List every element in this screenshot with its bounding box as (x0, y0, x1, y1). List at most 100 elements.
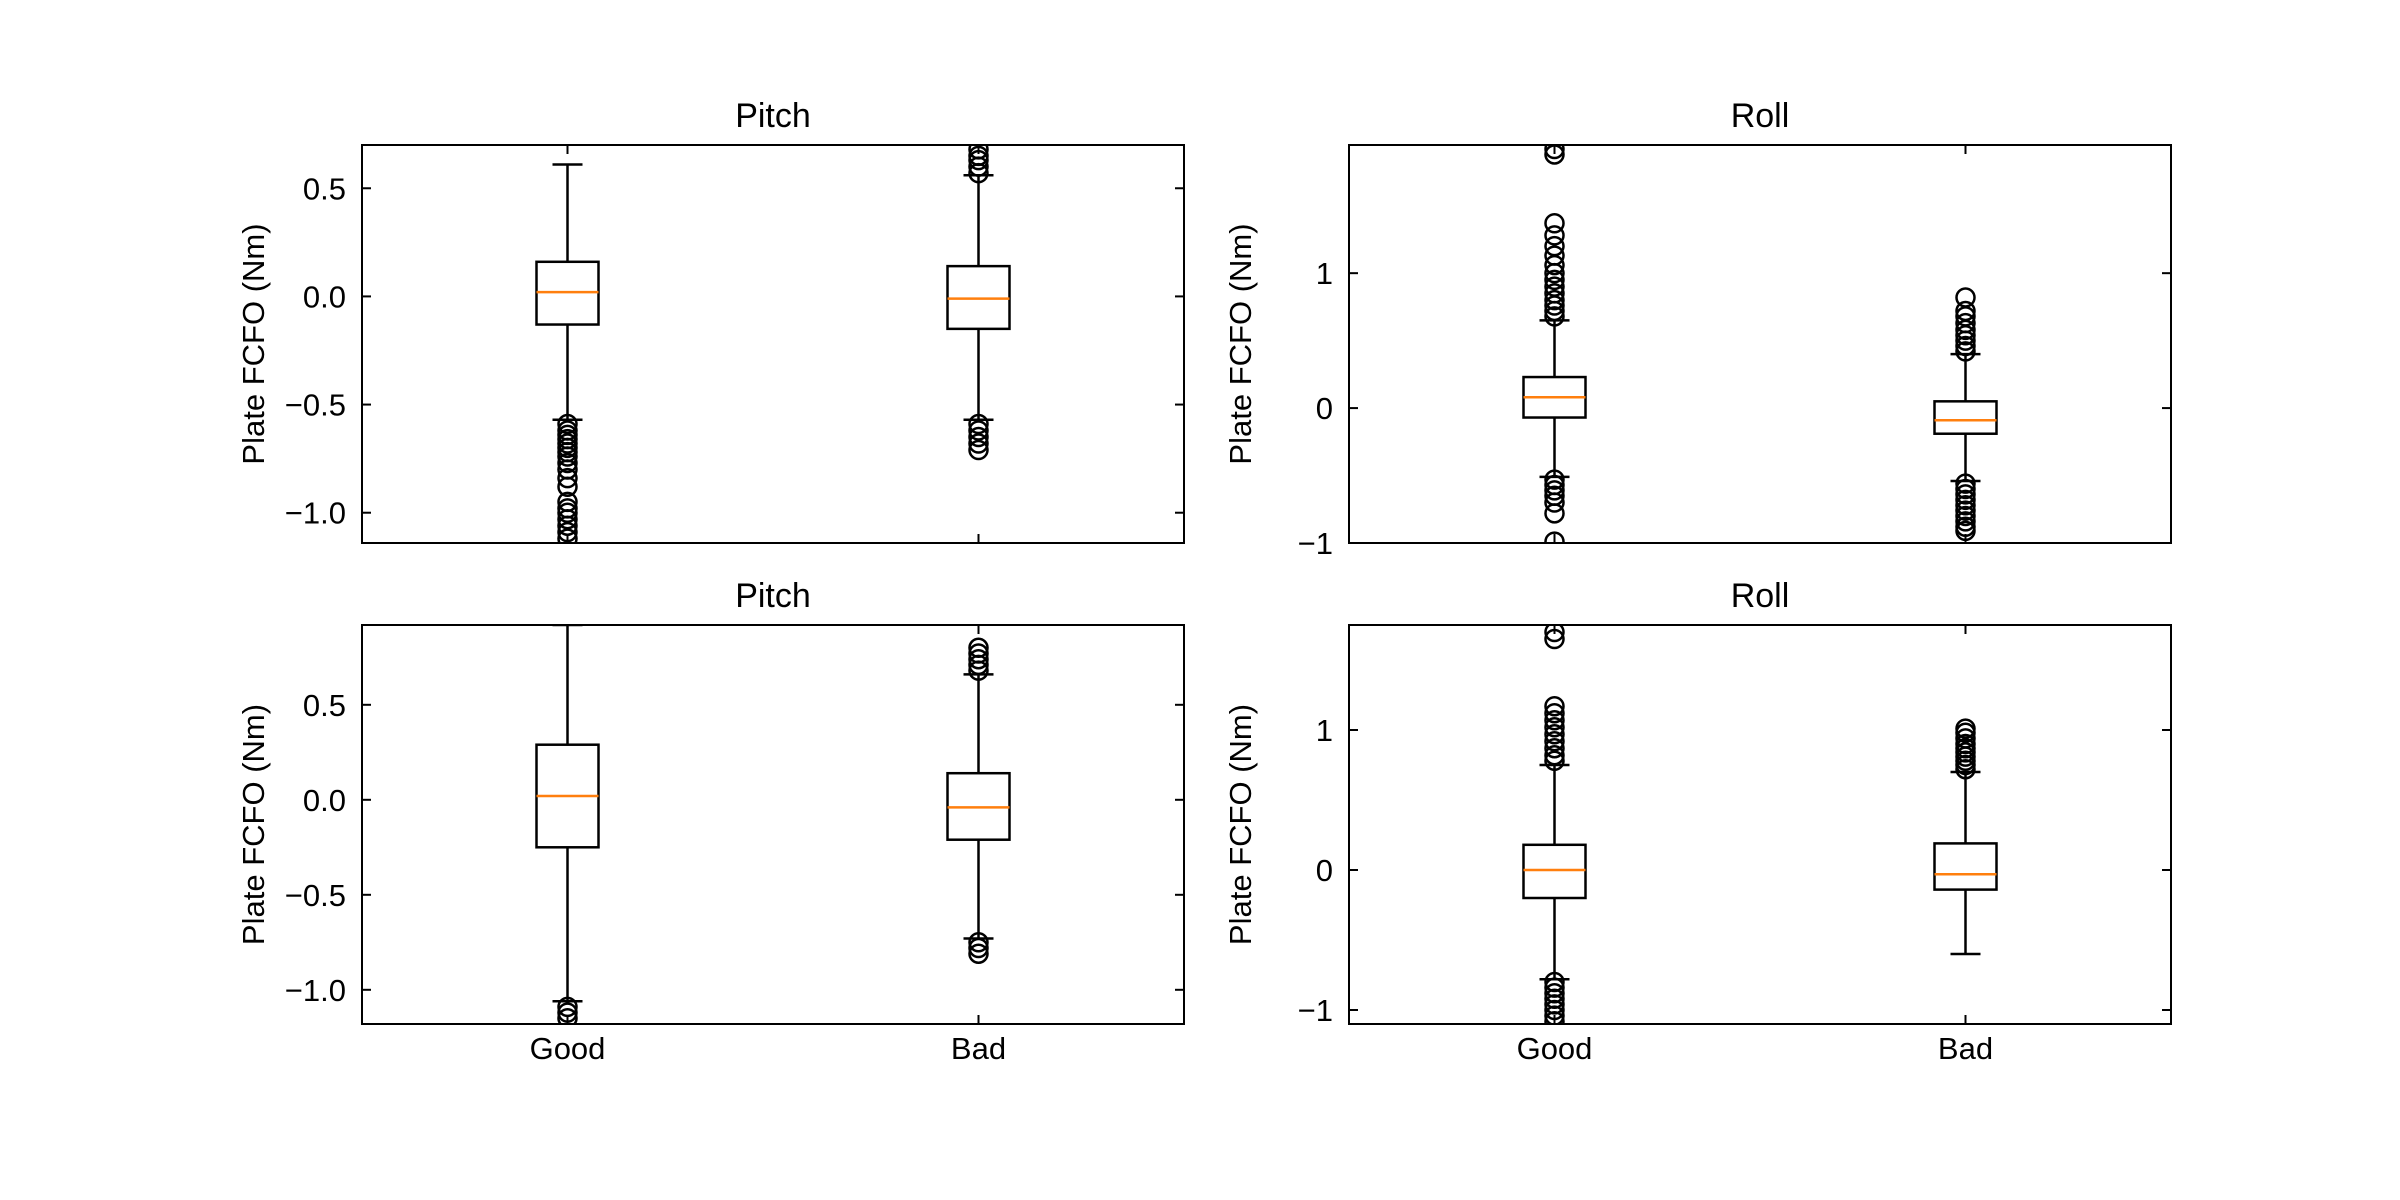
flier-bad (1955, 484, 1976, 505)
flier-good (557, 508, 578, 530)
box-bad (1933, 842, 1998, 891)
flier-good (1544, 730, 1565, 752)
flier-bad (968, 937, 989, 959)
box-good (1522, 843, 1587, 900)
x-tick-label-bad: Bad (1938, 1031, 1993, 1066)
flier-good (1544, 225, 1565, 246)
flier-bad (1955, 728, 1976, 749)
flier-good (1544, 723, 1565, 745)
flier-good (557, 1008, 578, 1024)
y-axis-label: Plate FCFO (Nm) (1223, 704, 1258, 945)
flier-bad (1955, 300, 1976, 322)
axes-frame (361, 144, 1185, 544)
flier-good (1544, 492, 1565, 513)
y-tick-label: 1 (1316, 713, 1333, 748)
y-axis-label: Plate FCFO (Nm) (1223, 223, 1258, 464)
y-tick-label: −1 (1298, 526, 1333, 561)
y-tick-label: 0 (1316, 391, 1333, 426)
flier-bad (1955, 489, 1976, 511)
y-tick-label: −0.5 (285, 388, 346, 423)
flier-good (557, 515, 578, 536)
plot-area (1522, 145, 1998, 543)
flier-bad (968, 643, 989, 664)
flier-bad (968, 413, 989, 435)
flier-good (1544, 245, 1565, 266)
flier-bad (968, 637, 989, 659)
y-tick-label: 0.0 (303, 783, 346, 818)
flier-bad (1955, 520, 1976, 542)
y-tick-label: −1 (1298, 993, 1333, 1028)
axes-frame (361, 624, 1185, 1025)
y-tick-label: 0.5 (303, 171, 346, 206)
flier-bad (968, 433, 989, 454)
subplot-1: Pitch Plate FCFO (Nm) 0.5 0.0 −0.5 −1.0 (236, 97, 1185, 544)
flier-good (1544, 276, 1565, 297)
flier-good (557, 521, 578, 543)
flier-good (1544, 716, 1565, 738)
flier-good (1544, 469, 1565, 490)
flier-bad (1955, 312, 1976, 334)
y-axis-label: Plate FCFO (Nm) (236, 223, 271, 464)
flier-good (557, 452, 578, 474)
flier-bad (1955, 478, 1976, 500)
flier-bad (1955, 511, 1976, 532)
y-tick-label: −0.5 (285, 878, 346, 913)
box-bad (1933, 400, 1998, 435)
flier-bad (1955, 341, 1976, 362)
flier-bad (1955, 287, 1976, 308)
flier-good (557, 467, 578, 489)
subplot-title: Pitch (735, 577, 811, 615)
flier-bad (1955, 500, 1976, 521)
y-tick-label: 1 (1316, 256, 1333, 291)
plot-area (535, 625, 1011, 1024)
flier-bad (1955, 733, 1976, 755)
flier-good (1544, 625, 1565, 643)
subplot-title: Pitch (735, 97, 811, 135)
flier-bad (968, 426, 989, 448)
flier-good (1544, 235, 1565, 257)
y-tick-label: 0.5 (303, 688, 346, 723)
flier-good (1544, 744, 1565, 766)
flier-bad (1955, 505, 1976, 527)
y-tick-label: 0.0 (303, 279, 346, 314)
flier-good (1544, 213, 1565, 234)
flier-good (1544, 531, 1565, 543)
flier-good (1544, 145, 1565, 160)
flier-good (1544, 628, 1565, 650)
flier-good (1544, 269, 1565, 291)
flier-bad (1955, 494, 1976, 516)
flier-good (557, 502, 578, 523)
subplot-title: Roll (1731, 577, 1790, 615)
flier-good (1544, 695, 1565, 717)
x-tick-label-bad: Bad (951, 1031, 1006, 1066)
flier-good (1544, 503, 1565, 524)
flier-good (557, 413, 578, 435)
y-tick-label: −1.0 (285, 973, 346, 1008)
flier-bad (1955, 335, 1976, 357)
y-tick-label: −1.0 (285, 496, 346, 531)
flier-bad (968, 439, 989, 461)
flier-good (1544, 702, 1565, 724)
flier-good (1544, 709, 1565, 731)
flier-good (1544, 999, 1565, 1021)
flier-bad (1955, 473, 1976, 494)
flier-bad (968, 648, 989, 670)
flier-good (1544, 1005, 1565, 1024)
flier-good (557, 446, 578, 467)
flier-bad (968, 145, 989, 167)
flier-good (1544, 480, 1565, 501)
flier-good (1544, 306, 1565, 327)
plot-area (1522, 625, 1998, 1024)
axes-frame (1348, 144, 2172, 544)
flier-good (557, 528, 578, 543)
plot-area (535, 145, 1011, 543)
flier-good (1544, 289, 1565, 311)
y-axis-label: Plate FCFO (Nm) (236, 704, 271, 945)
flier-good (1544, 283, 1565, 304)
flier-good (557, 476, 578, 498)
subplot-3: Pitch Plate FCFO (Nm) 0.5 0.0 −0.5 −1.0 Good Ba… (236, 577, 1185, 1066)
y-tick-label: 0 (1316, 853, 1333, 888)
flier-good (1544, 1010, 1565, 1024)
x-tick-label-good: Good (530, 1031, 606, 1066)
flier-bad (1955, 718, 1976, 739)
